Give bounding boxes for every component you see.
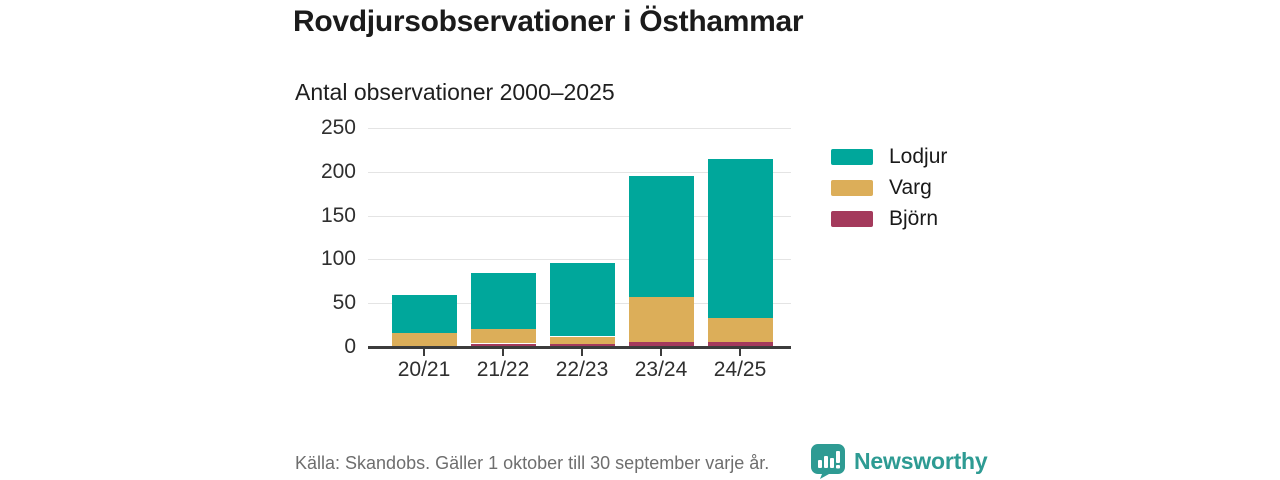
gridline-100 xyxy=(368,259,791,261)
x-axis-label: 23/24 xyxy=(634,358,688,381)
x-axis-tick xyxy=(581,349,583,356)
x-axis-tick xyxy=(423,349,425,356)
x-axis-tick xyxy=(660,349,662,356)
legend-item-bjorn: Björn xyxy=(831,208,947,229)
y-axis-label: 200 xyxy=(320,159,356,183)
legend-label: Lodjur xyxy=(889,145,948,168)
x-axis-label: 20/21 xyxy=(397,358,451,381)
y-axis-label: 50 xyxy=(332,291,356,315)
legend-swatch xyxy=(831,179,873,196)
y-axis-label: 150 xyxy=(320,203,356,227)
y-axis-label: 250 xyxy=(320,116,356,139)
legend-label: Björn xyxy=(889,207,939,230)
bar-segment-bjorn xyxy=(549,344,615,347)
source-note: Källa: Skandobs. Gäller 1 oktober till 3… xyxy=(295,453,770,473)
y-axis-label: 100 xyxy=(320,247,356,271)
x-axis-tick xyxy=(502,349,504,356)
bar-segment-lodjur xyxy=(391,295,457,333)
x-axis-line xyxy=(368,346,791,349)
bar-segment-lodjur xyxy=(470,273,536,329)
legend-label: Varg xyxy=(889,176,932,199)
chart-title: Rovdjursobservationer i Östhammar xyxy=(293,5,804,38)
legend-item-lodjur: Lodjur xyxy=(831,146,947,167)
bar-segment-lodjur xyxy=(628,176,694,298)
x-axis-label: 21/22 xyxy=(476,358,530,381)
legend-swatch xyxy=(831,148,873,165)
brand-lockup: Newsworthy xyxy=(810,443,988,479)
gridline-200 xyxy=(368,171,791,173)
y-axis-label: 0 xyxy=(344,335,356,358)
bar-segment-lodjur xyxy=(549,262,615,337)
bar-segment-bjorn xyxy=(470,343,536,347)
bar-segment-varg xyxy=(628,297,694,342)
bar-segment-bjorn xyxy=(707,341,773,347)
bar-segment-varg xyxy=(470,328,536,344)
chart-subtitle: Antal observationer 2000–2025 xyxy=(295,79,615,105)
bar-segment-varg xyxy=(707,318,773,342)
gridline-250 xyxy=(368,128,791,129)
brand-name: Newsworthy xyxy=(854,447,988,474)
newsworthy-logo-icon xyxy=(811,444,845,479)
bar-segment-bjorn xyxy=(628,341,694,347)
legend-swatch xyxy=(831,210,873,227)
bar-segment-varg xyxy=(391,333,457,347)
gridline-150 xyxy=(368,215,791,217)
x-axis-tick xyxy=(739,349,741,356)
x-axis-label: 22/23 xyxy=(555,358,609,381)
x-axis-label: 24/25 xyxy=(713,358,767,381)
bar-segment-varg xyxy=(549,336,615,345)
bar-segment-lodjur xyxy=(707,158,773,319)
legend-item-varg: Varg xyxy=(831,177,947,198)
legend: Lodjur Varg Björn xyxy=(831,146,947,239)
